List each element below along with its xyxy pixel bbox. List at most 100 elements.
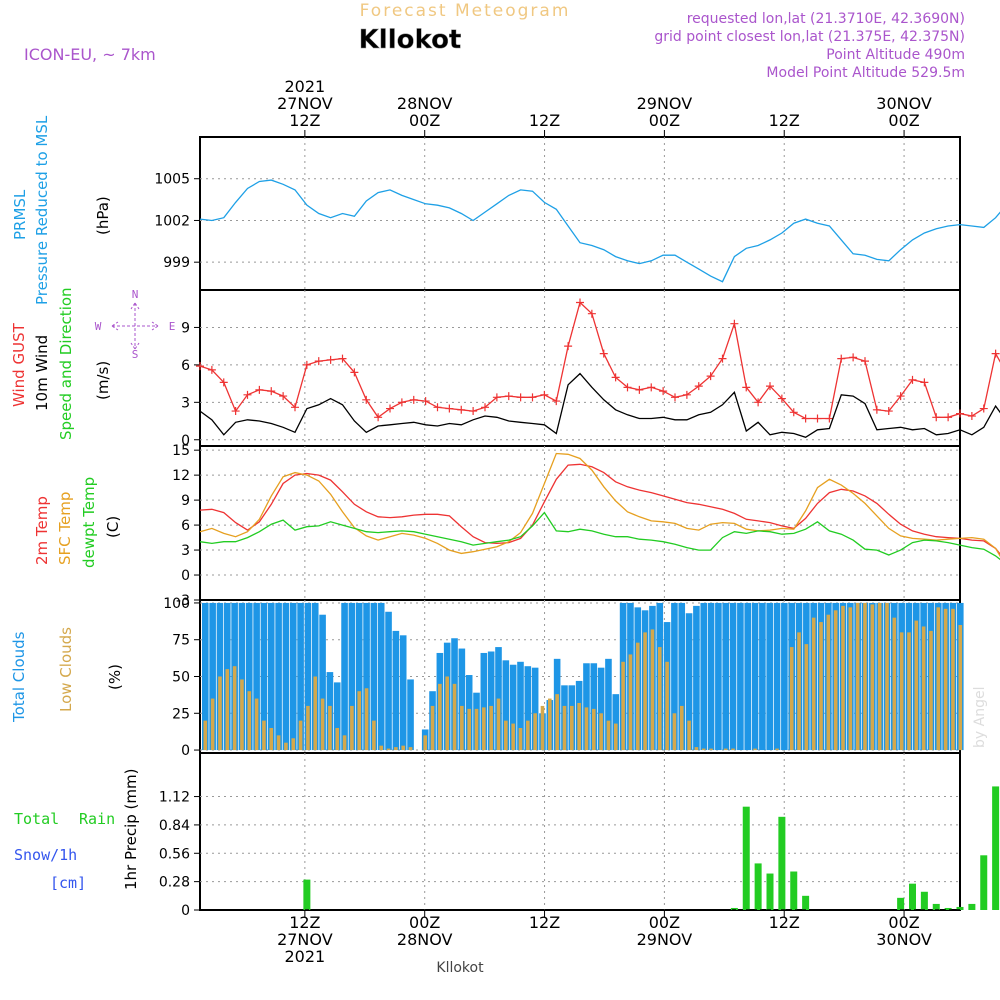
wind-gust-point	[979, 404, 988, 413]
wind-gust-point	[528, 393, 537, 402]
top-time-label: 27NOV	[277, 94, 333, 113]
grid-point-coords: grid point closest lon,lat (21.375E, 42.…	[654, 29, 965, 45]
low-clouds-bar	[496, 698, 501, 751]
low-clouds-bar	[797, 632, 801, 751]
wind-ytick-label: 0	[181, 433, 190, 449]
low-clouds-bar	[907, 632, 911, 751]
model-label: ICON-EU, ~ 7km	[24, 45, 156, 64]
low-clouds-bar	[679, 705, 684, 751]
total-clouds-bar	[458, 648, 466, 751]
wind-gust-point	[611, 373, 620, 382]
clouds-ytick-label: 75	[172, 633, 190, 649]
low-clouds-bar	[372, 720, 376, 751]
total-clouds-bar	[348, 602, 356, 751]
low-clouds-bar	[775, 748, 779, 751]
total-clouds-bar	[715, 602, 722, 751]
low-clouds-bar	[489, 705, 493, 751]
low-clouds-bar	[526, 720, 530, 751]
low-clouds-bar	[635, 642, 640, 751]
bottom-time-label: 2021	[285, 947, 326, 966]
low-clouds-bar	[240, 679, 244, 751]
wind-gust-point	[302, 360, 311, 369]
wind-labels: Wind GUST 10m Wind Speed and Direction (…	[10, 287, 112, 440]
footer-station: Kllokot	[436, 960, 484, 976]
low-clouds-bar	[474, 708, 479, 751]
total-rain-bar	[980, 855, 988, 910]
low-clouds-bar	[848, 607, 853, 751]
total-clouds-bar	[531, 667, 539, 751]
compass-n: N	[132, 288, 139, 301]
compass-rose: N S W E	[95, 288, 176, 361]
prmsl-label: PRMSL	[11, 189, 29, 240]
low-clouds-bar	[929, 630, 933, 751]
total-clouds-bar	[700, 602, 708, 751]
bottom-time-label: 27NOV	[277, 930, 333, 949]
clouds-ytick-label: 0	[181, 743, 190, 759]
low-clouds-bar	[914, 620, 919, 751]
low-clouds-bar	[269, 727, 274, 751]
low-clouds-bar	[723, 748, 728, 751]
low-clouds-bar	[298, 720, 303, 751]
wind-gust-point	[481, 403, 489, 412]
wind-gust-point	[896, 392, 905, 401]
low-clouds-bar	[628, 654, 633, 751]
total-clouds-bar	[751, 602, 759, 751]
total-rain-bar	[920, 891, 928, 910]
wind-gust-point	[908, 375, 917, 384]
wind-gust-point	[754, 398, 763, 407]
low-clouds-bar	[291, 738, 296, 751]
wind-gust-point	[789, 408, 798, 417]
compass-s: S	[132, 348, 139, 361]
total-clouds-bar	[341, 602, 348, 751]
wind-gust-point	[777, 394, 786, 403]
temp-dew-label: dewpt Temp	[80, 477, 98, 568]
wind-gust-point	[932, 413, 941, 422]
point-altitude: Point Altitude 490m	[826, 47, 965, 63]
clouds-ytick-label: 50	[172, 670, 190, 686]
total-clouds-bar	[275, 602, 282, 751]
wind-unit: (m/s)	[94, 361, 112, 400]
temperature-ytick-label: -3	[176, 593, 190, 609]
wind-gust-point	[516, 393, 525, 402]
low-clouds-bar	[892, 617, 897, 751]
bottom-time-label: 12Z	[289, 913, 320, 932]
wind-gust-point	[279, 392, 288, 401]
forecast-subtitle: Forecast Meteogram	[360, 1, 571, 21]
low-clouds-bar	[921, 626, 926, 751]
low-clouds-bar	[533, 713, 537, 751]
precip-frame	[199, 752, 961, 911]
wind-gust-point	[623, 383, 632, 392]
low-clouds-bar	[232, 666, 237, 751]
low-clouds-bar	[342, 735, 347, 751]
total-clouds-label: Total Clouds	[10, 631, 28, 723]
low-clouds-bar	[328, 705, 332, 751]
low-clouds-bar	[841, 605, 845, 751]
total-rain-bar	[778, 816, 786, 910]
total-clouds-bar	[495, 647, 502, 751]
low-clouds-bar	[584, 707, 589, 751]
pressure-labels: PRMSL Pressure Reduced to MSL (hPa)	[11, 115, 112, 305]
total-clouds-bar	[781, 602, 788, 751]
bottom-time-label: 12Z	[769, 913, 800, 932]
low-clouds-bar	[943, 608, 948, 751]
wind-gust-point	[338, 354, 347, 363]
total-clouds-bar	[737, 602, 744, 751]
snow-label: Snow/1h	[14, 846, 77, 864]
wind-gust-point	[350, 368, 359, 377]
wind-gust-point	[397, 398, 406, 407]
low-clouds-bar	[482, 707, 486, 751]
low-clouds-bar	[643, 632, 647, 751]
total-clouds-bar	[502, 660, 510, 751]
wind-gust-point	[718, 354, 727, 363]
wind-gust-point	[469, 407, 478, 416]
clouds-ytick-label: 25	[172, 706, 190, 722]
top-time-label: 00Z	[888, 111, 919, 130]
total-rain-bar	[766, 873, 774, 910]
total-rain-bar	[730, 907, 738, 910]
low-clouds-bar	[753, 748, 757, 751]
low-clouds-bar	[621, 661, 625, 751]
wind-gust-point	[231, 407, 240, 416]
clouds-series	[202, 602, 964, 751]
bottom-time-label: 29NOV	[637, 930, 693, 949]
